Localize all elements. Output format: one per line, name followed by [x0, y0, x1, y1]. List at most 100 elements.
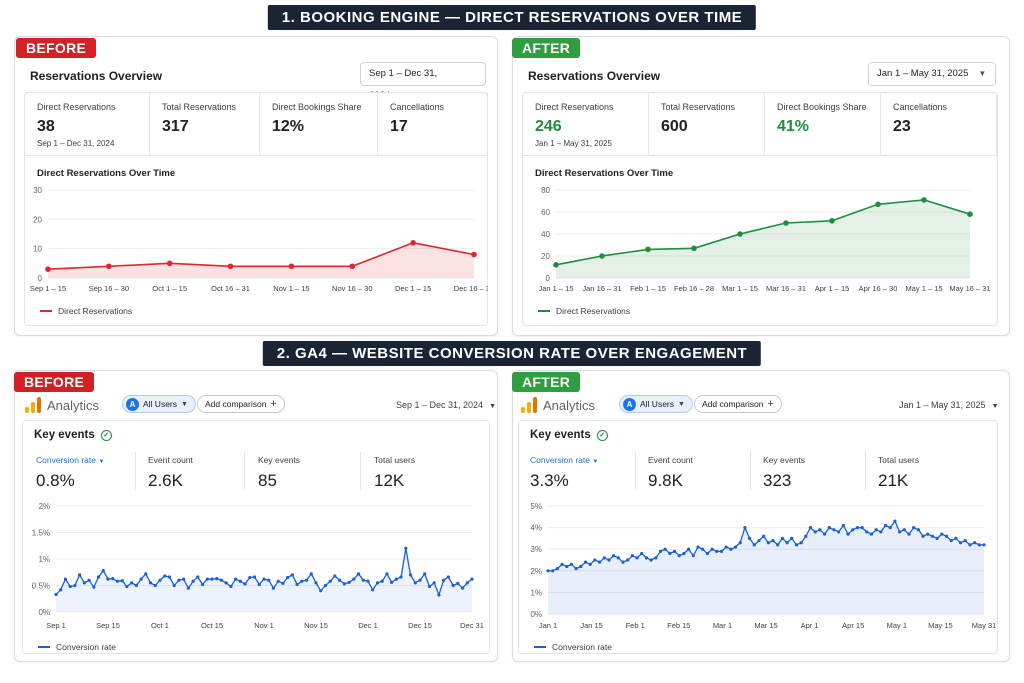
- data-point: [846, 532, 850, 536]
- divider: [750, 452, 751, 490]
- data-point: [705, 551, 709, 556]
- metric-cancellations: Cancellations 17: [378, 93, 488, 155]
- y-tick-label: 5%: [530, 502, 542, 511]
- chart-legend: Conversion rate: [38, 642, 116, 652]
- data-point: [342, 582, 346, 586]
- x-tick-label: Sep 1 – 15: [30, 284, 66, 293]
- metric-conversion-rate[interactable]: Conversion rate ▼ 3.3%: [530, 455, 598, 495]
- chart-legend: Direct Reservations: [40, 306, 132, 316]
- data-point: [243, 582, 247, 586]
- metric-label: Key events: [258, 455, 301, 465]
- data-point: [130, 581, 134, 585]
- data-point: [352, 577, 356, 581]
- data-point: [446, 575, 450, 579]
- date-range-dropdown[interactable]: Sep 1 – Dec 31, 2024▼: [396, 400, 496, 410]
- before-tag: BEFORE: [16, 38, 97, 58]
- data-point: [451, 583, 455, 588]
- x-tick-label: Dec 1: [358, 621, 378, 630]
- x-tick-label: Mar 1: [713, 621, 732, 630]
- data-point: [276, 579, 280, 583]
- data-point: [456, 581, 460, 585]
- series-line: [548, 520, 984, 572]
- data-point: [729, 547, 733, 551]
- data-point: [59, 588, 63, 592]
- metrics-and-chart-card: Direct Reservations 38 Sep 1 – Dec 31, 2…: [24, 92, 488, 326]
- data-point: [120, 579, 124, 583]
- metric-label: Direct Bookings Share: [272, 102, 362, 112]
- legend-label: Direct Reservations: [58, 306, 133, 316]
- metric-conversion-rate[interactable]: Conversion rate ▼ 0.8%: [36, 455, 104, 495]
- segment-chip-all-users[interactable]: A All Users ▼: [122, 395, 196, 413]
- data-point: [879, 530, 883, 534]
- data-point: [823, 532, 827, 536]
- x-tick-label: May 31: [972, 621, 997, 630]
- data-point: [224, 581, 228, 585]
- y-tick-label: 0: [546, 274, 551, 283]
- data-point: [234, 577, 238, 581]
- x-tick-label: Oct 1: [151, 621, 169, 630]
- data-point: [940, 532, 944, 536]
- metric-label: Event count: [148, 455, 193, 465]
- series-area: [556, 199, 970, 278]
- data-point: [560, 562, 564, 566]
- metric-cancellations: Cancellations 23: [881, 93, 997, 155]
- data-point: [677, 554, 681, 558]
- add-comparison-button[interactable]: Add comparison +: [694, 395, 782, 413]
- metric-event-count: Event count 9.8K: [648, 455, 693, 495]
- segment-chip-all-users[interactable]: A All Users ▼: [619, 395, 693, 413]
- data-point: [715, 549, 719, 553]
- key-events-card: [518, 420, 998, 654]
- data-point: [851, 528, 855, 532]
- data-point: [841, 523, 845, 528]
- data-point: [153, 583, 157, 588]
- data-point: [967, 211, 973, 217]
- data-point: [780, 536, 785, 540]
- series-area: [548, 521, 984, 614]
- x-tick-label: Mar 15: [754, 621, 777, 630]
- segment-label: All Users: [143, 399, 178, 409]
- metric-label: Direct Bookings Share: [777, 102, 867, 112]
- y-tick-label: 2%: [38, 502, 50, 511]
- data-point: [186, 586, 190, 590]
- metric-label: Total users: [878, 455, 920, 465]
- metric-value: 38: [37, 118, 55, 135]
- x-tick-label: Apr 1: [801, 621, 819, 630]
- data-point: [968, 543, 972, 547]
- data-point: [82, 581, 86, 585]
- direct-reservations-chart-after: 0 20 40 60 80 Jan 1 – 15 Jan 16 – 31 Feb 1 – 15…: [538, 186, 990, 293]
- data-point: [380, 579, 384, 583]
- data-point: [691, 245, 697, 252]
- data-point: [148, 581, 153, 585]
- date-range-dropdown[interactable]: Sep 1 – Dec 31, 2024▼: [360, 62, 486, 101]
- data-point: [257, 582, 261, 587]
- data-point: [385, 572, 389, 576]
- date-range-dropdown[interactable]: Jan 1 – May 31, 2025 ▼: [868, 62, 996, 86]
- data-point: [163, 574, 167, 578]
- caret-down-icon: ▼: [489, 403, 497, 410]
- metric-value: 23: [893, 118, 911, 135]
- data-point: [640, 551, 644, 556]
- section-title-booking: 1. BOOKING ENGINE — DIRECT RESERVATIONS …: [267, 5, 757, 30]
- add-comparison-button[interactable]: Add comparison +: [197, 395, 285, 413]
- data-point: [808, 526, 813, 530]
- date-range-dropdown[interactable]: Jan 1 – May 31, 2025 ▼: [899, 400, 999, 410]
- metric-value: 9.8K: [648, 471, 683, 490]
- caret-down-icon: ▼: [181, 400, 188, 408]
- data-point: [921, 534, 925, 538]
- data-point: [574, 567, 578, 571]
- x-tick-label: Sep 15: [96, 621, 120, 630]
- divider: [244, 452, 245, 490]
- x-tick-label: Dec 15: [408, 621, 432, 630]
- data-point: [551, 569, 555, 573]
- data-point: [696, 545, 700, 549]
- data-point: [691, 554, 695, 558]
- x-tick-label: Mar 1 – 15: [722, 284, 758, 293]
- data-point: [286, 575, 290, 580]
- x-tick-label: Jan 15: [580, 621, 603, 630]
- metric-label: Event count: [648, 455, 693, 465]
- x-tick-label: May 15: [928, 621, 953, 630]
- data-point: [375, 581, 380, 585]
- legend-swatch: [40, 310, 52, 312]
- data-point: [288, 263, 295, 270]
- reservations-overview-title: Reservations Overview: [30, 69, 163, 83]
